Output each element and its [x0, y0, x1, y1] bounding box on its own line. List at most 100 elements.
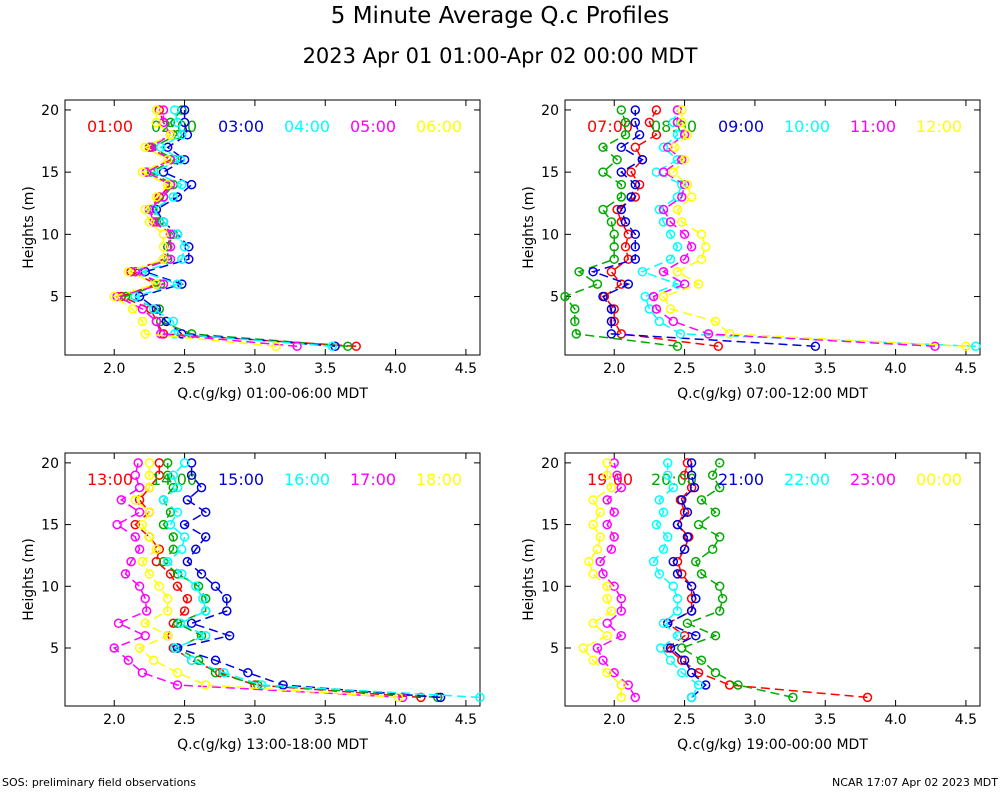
y-tick-label: 20: [541, 456, 559, 472]
data-point: [682, 458, 693, 468]
legend-entry: 09:00: [718, 117, 764, 136]
y-tick-label: 15: [41, 165, 59, 181]
data-point: [200, 630, 211, 641]
data-point: [172, 279, 183, 289]
series-line: [134, 462, 421, 699]
data-point: [169, 643, 180, 653]
data-point: [162, 154, 173, 165]
data-point: [665, 217, 676, 227]
data-point: [148, 304, 159, 314]
data-point: [144, 507, 155, 517]
data-point: [343, 341, 353, 352]
data-point: [691, 556, 701, 567]
data-point: [623, 680, 634, 690]
data-point: [696, 254, 707, 264]
data-point: [616, 192, 627, 202]
data-point: [155, 316, 166, 327]
data-point: [588, 618, 598, 629]
data-point: [630, 242, 641, 252]
y-tick-label: 15: [541, 518, 559, 534]
data-point: [200, 606, 211, 616]
data-point: [609, 316, 619, 327]
data-point: [172, 581, 183, 592]
data-point: [686, 581, 697, 592]
data-point: [651, 304, 662, 314]
data-point: [137, 519, 148, 530]
y-tick-label: 20: [41, 103, 59, 119]
x-axis-label: Q.c(g/kg) 13:00-18:00 MDT: [177, 737, 368, 753]
data-point: [672, 242, 683, 252]
data-point: [151, 105, 162, 115]
data-point: [700, 242, 711, 252]
data-point: [606, 217, 617, 227]
data-point: [158, 192, 169, 202]
data-point: [616, 204, 627, 215]
series-0900: [588, 105, 821, 352]
data-point: [609, 242, 619, 252]
data-point: [151, 279, 162, 289]
data-point: [158, 217, 169, 227]
data-point: [637, 266, 648, 277]
data-point: [168, 316, 179, 327]
data-point: [179, 117, 190, 128]
data-point: [177, 254, 187, 264]
data-point: [162, 470, 173, 480]
data-point: [620, 242, 631, 252]
data-point: [137, 167, 148, 177]
data-point: [606, 544, 617, 555]
data-point: [616, 606, 627, 616]
data-point: [971, 341, 981, 352]
data-point: [158, 254, 169, 264]
data-point: [327, 341, 338, 352]
data-point: [668, 581, 679, 592]
x-axis-label: Q.c(g/kg) 01:00-06:00 MDT: [177, 386, 368, 402]
legend-entry: 11:00: [850, 117, 896, 136]
data-point: [570, 316, 580, 327]
data-point: [682, 618, 693, 629]
data-point: [292, 341, 302, 352]
data-point: [475, 692, 485, 703]
data-point: [616, 167, 627, 177]
data-point: [677, 495, 687, 505]
legend-entry: 01:00: [87, 117, 133, 136]
y-tick-label: 10: [541, 579, 559, 595]
series-line: [590, 110, 816, 348]
data-point: [570, 304, 580, 314]
data-point: [151, 192, 162, 202]
x-tick-label: 4.5: [455, 712, 477, 728]
series-line: [582, 462, 623, 698]
x-axis-label: Q.c(g/kg) 19:00-00:00 MDT: [677, 737, 868, 753]
data-point: [210, 581, 221, 592]
data-point: [134, 581, 145, 592]
x-tick-label: 3.5: [314, 361, 336, 377]
chart-subtitle: 2023 Apr 01 01:00-Apr 02 00:00 MDT: [302, 44, 698, 68]
data-point: [162, 179, 173, 190]
data-point: [686, 482, 697, 493]
data-point: [165, 507, 176, 517]
plot-frame: [564, 99, 981, 356]
data-point: [179, 519, 190, 530]
data-point: [654, 495, 665, 505]
data-point: [140, 630, 150, 641]
data-point: [598, 655, 608, 666]
data-point: [588, 655, 598, 666]
x-tick-label: 4.0: [884, 712, 906, 728]
data-point: [733, 680, 743, 690]
data-point: [717, 593, 728, 604]
data-point: [127, 304, 138, 314]
series-1600: [158, 458, 485, 703]
data-point: [578, 643, 589, 653]
data-point: [130, 519, 141, 530]
data-point: [560, 291, 570, 302]
data-point: [700, 680, 711, 690]
data-point: [672, 204, 683, 215]
data-point: [158, 279, 169, 289]
data-point: [148, 655, 159, 666]
data-point: [130, 470, 141, 480]
data-point: [116, 495, 127, 505]
data-point: [714, 532, 725, 542]
data-point: [598, 167, 608, 177]
data-point: [623, 279, 634, 289]
y-tick-label: 20: [41, 456, 59, 472]
legend-entry: 13:00: [87, 470, 133, 489]
